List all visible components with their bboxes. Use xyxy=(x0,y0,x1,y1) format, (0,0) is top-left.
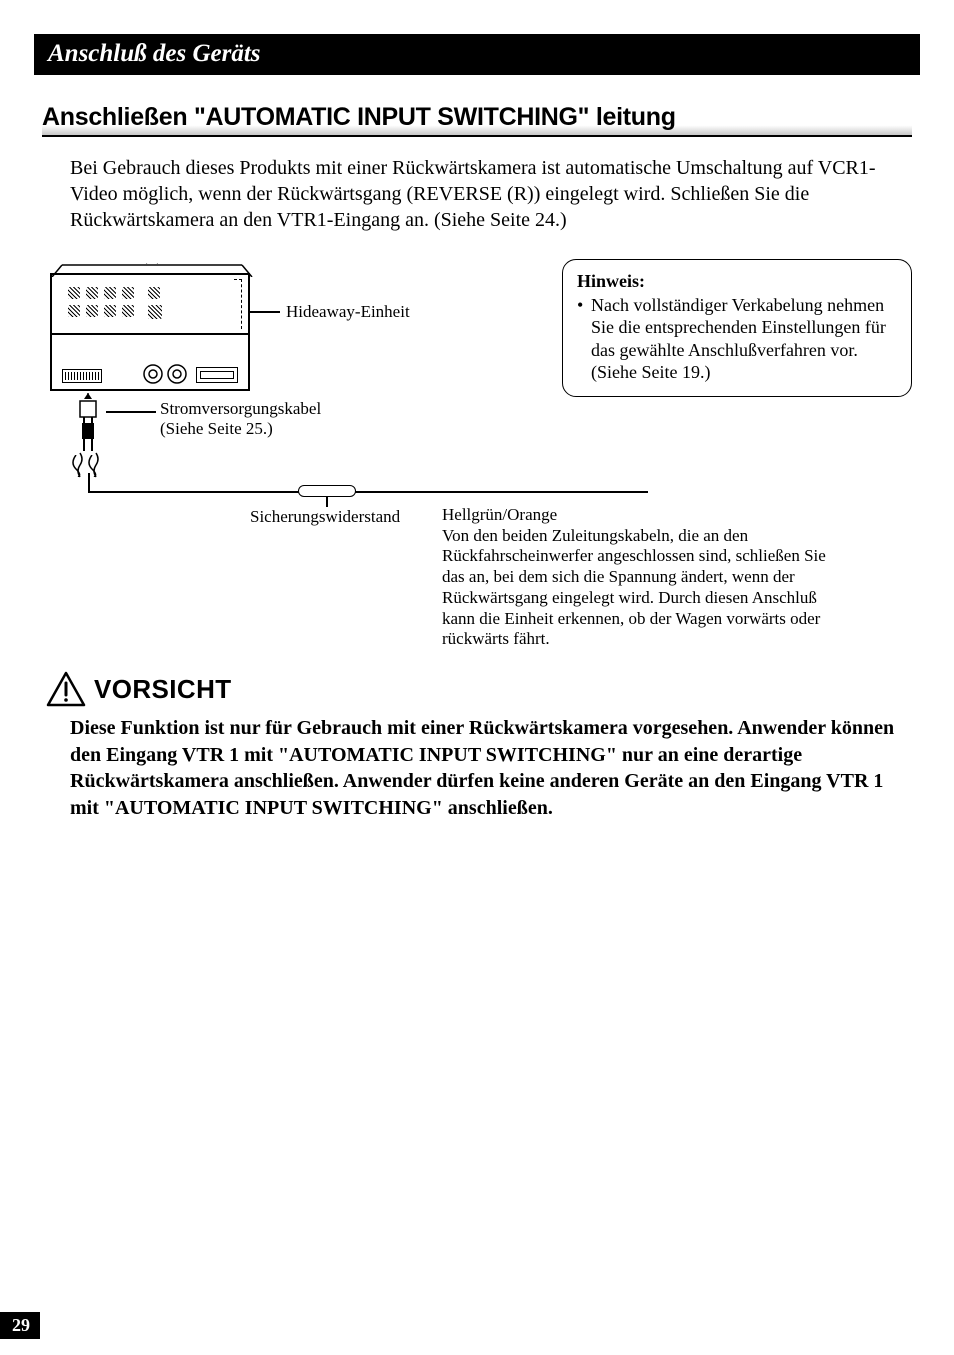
vorsicht-body: Diese Funktion ist nur für Gebrauch mit … xyxy=(70,715,902,821)
page-number: 29 xyxy=(0,1312,40,1339)
wire-color-heading: Hellgrün/Orange xyxy=(442,505,842,526)
vent-icon xyxy=(148,305,162,319)
jack-icon xyxy=(166,363,188,385)
hinweis-bullet: • xyxy=(577,294,591,384)
wire-description: Hellgrün/Orange Von den beiden Zuleitung… xyxy=(442,505,842,650)
wiring-diagram: Hideaway-Einheit Stromversorgungskabel (… xyxy=(46,259,912,669)
hinweis-heading: Hinweis: xyxy=(577,270,897,293)
label-power-cable-l2: (Siehe Seite 25.) xyxy=(160,419,321,439)
dashed-guide xyxy=(234,279,242,280)
wavy-cable-icon xyxy=(70,455,100,477)
vent-icon xyxy=(148,287,160,299)
label-power-cable-l1: Stromversorgungskabel xyxy=(160,399,321,419)
hinweis-note-box: Hinweis: • Nach vollständiger Verkabelun… xyxy=(562,259,912,397)
unit-bottom-panel xyxy=(52,335,248,391)
vent-icon xyxy=(104,305,116,317)
section-heading: Anschließen "AUTOMATIC INPUT SWITCHING" … xyxy=(42,103,912,137)
intro-paragraph: Bei Gebrauch dieses Produkts mit einer R… xyxy=(70,155,892,233)
lead-line xyxy=(250,311,280,313)
vent-icon xyxy=(122,305,134,317)
vent-icon xyxy=(86,305,98,317)
wire-horizontal xyxy=(88,491,648,493)
warning-triangle-icon xyxy=(46,671,86,707)
title-bar-text: Anschluß des Geräts xyxy=(48,40,261,67)
vent-icon xyxy=(68,287,80,299)
hinweis-body-row: • Nach vollständiger Verkabelung nehmen … xyxy=(577,294,897,384)
label-power-cable: Stromversorgungskabel (Siehe Seite 25.) xyxy=(160,399,321,440)
hinweis-body-text: Nach vollständiger Verkabelung nehmen Si… xyxy=(591,294,897,384)
section-heading-text: Anschließen "AUTOMATIC INPUT SWITCHING" … xyxy=(42,103,676,131)
hideaway-unit-box xyxy=(50,273,250,391)
port-pins xyxy=(65,372,99,380)
vent-icon xyxy=(122,287,134,299)
title-bar: Anschluß des Geräts xyxy=(34,34,920,75)
jack-icon xyxy=(142,363,164,385)
vorsicht-body-text: Diese Funktion ist nur für Gebrauch mit … xyxy=(70,717,894,819)
dashed-guide xyxy=(241,279,242,329)
vent-icon xyxy=(104,287,116,299)
vorsicht-heading-row: VORSICHT xyxy=(46,671,912,707)
vent-icon xyxy=(86,287,98,299)
fuse-resistor-icon xyxy=(298,485,356,497)
label-fuse-resistor: Sicherungswiderstand xyxy=(250,507,400,527)
lead-line xyxy=(326,497,328,507)
wire-description-body: Von den beiden Zuleitungskabeln, die an … xyxy=(442,526,842,650)
intro-text: Bei Gebrauch dieses Produkts mit einer R… xyxy=(70,157,876,231)
port-inner xyxy=(200,371,234,379)
lead-line xyxy=(106,411,156,413)
unit-top-panel xyxy=(52,275,248,335)
vent-icon xyxy=(68,305,80,317)
vorsicht-heading: VORSICHT xyxy=(94,674,232,705)
page-number-text: 29 xyxy=(12,1315,30,1335)
port-icon xyxy=(62,369,102,383)
label-hideaway: Hideaway-Einheit xyxy=(286,302,410,322)
port-icon xyxy=(196,367,238,383)
